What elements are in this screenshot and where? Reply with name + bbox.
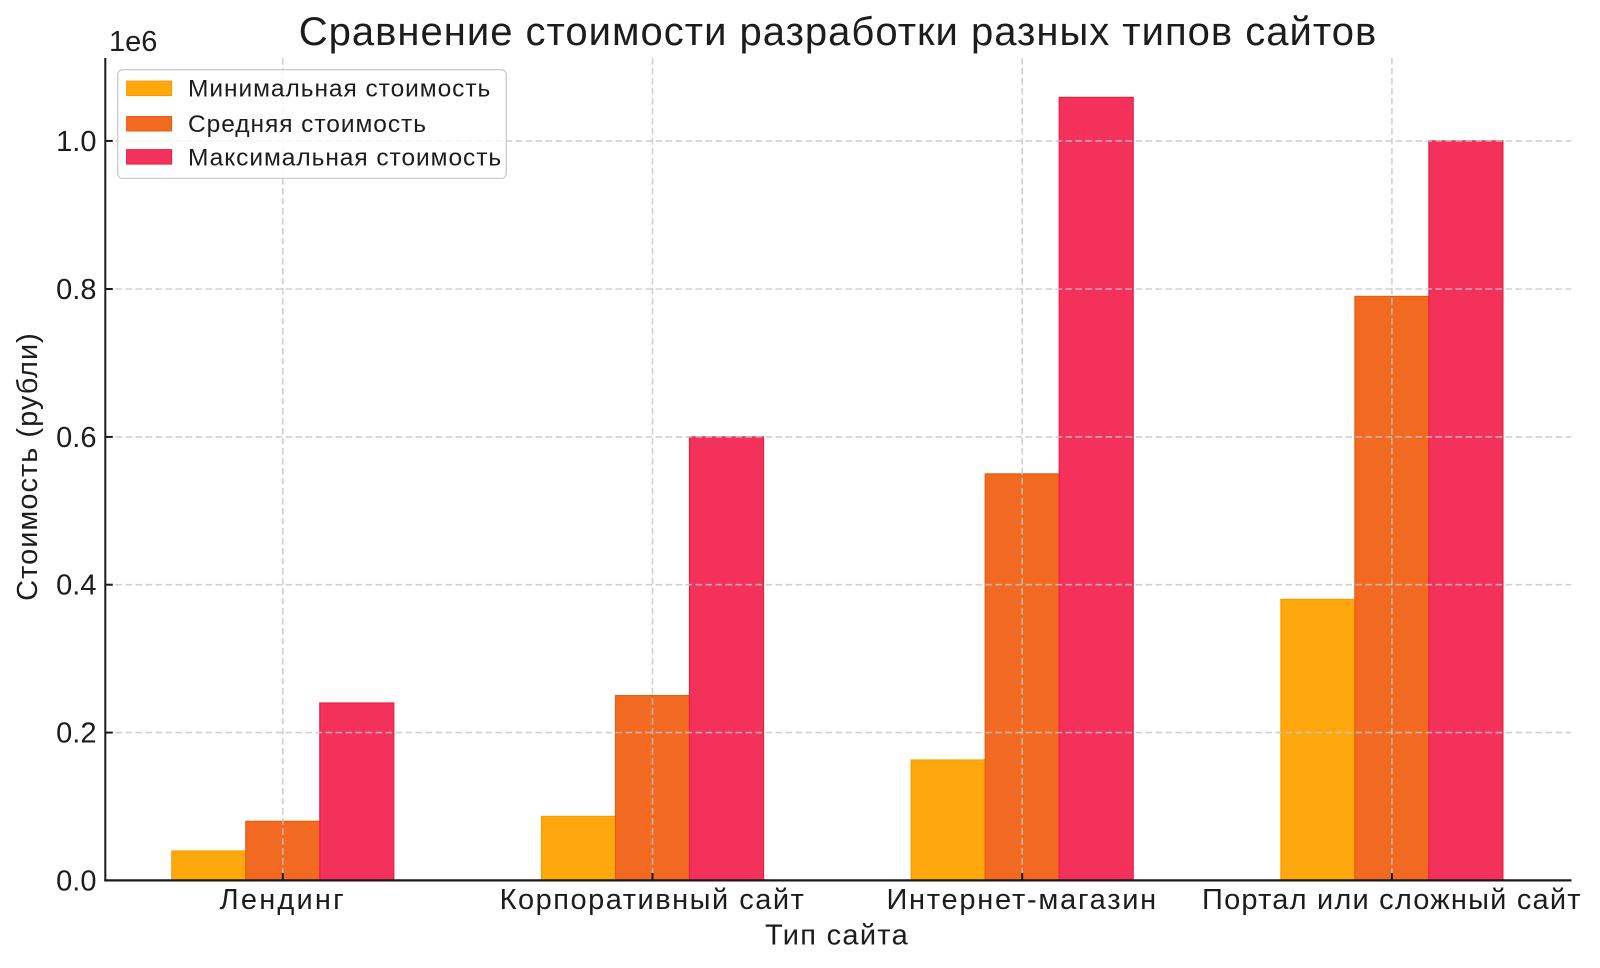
svg-text:0.4: 0.4 <box>56 570 96 602</box>
svg-text:0.8: 0.8 <box>56 274 96 306</box>
svg-text:Тип сайта: Тип сайта <box>765 920 909 952</box>
svg-text:0.0: 0.0 <box>56 865 96 897</box>
svg-text:1e6: 1e6 <box>109 26 157 58</box>
svg-text:1.0: 1.0 <box>56 126 96 158</box>
svg-text:0.2: 0.2 <box>56 718 96 750</box>
svg-text:Интернет-магазин: Интернет-магазин <box>886 884 1158 916</box>
svg-text:Стоимость (рубли): Стоимость (рубли) <box>12 332 44 601</box>
svg-text:0.6: 0.6 <box>56 422 96 454</box>
svg-text:Корпоративный сайт: Корпоративный сайт <box>500 884 806 916</box>
svg-text:Минимальная стоимость: Минимальная стоимость <box>188 76 491 103</box>
svg-text:Максимальная стоимость: Максимальная стоимость <box>188 144 502 171</box>
svg-text:Портал или сложный сайт: Портал или сложный сайт <box>1202 884 1582 916</box>
svg-text:Средняя стоимость: Средняя стоимость <box>188 111 427 138</box>
svg-text:Лендинг: Лендинг <box>220 884 346 916</box>
svg-text:Сравнение стоимости разработки: Сравнение стоимости разработки разных ти… <box>299 10 1377 54</box>
